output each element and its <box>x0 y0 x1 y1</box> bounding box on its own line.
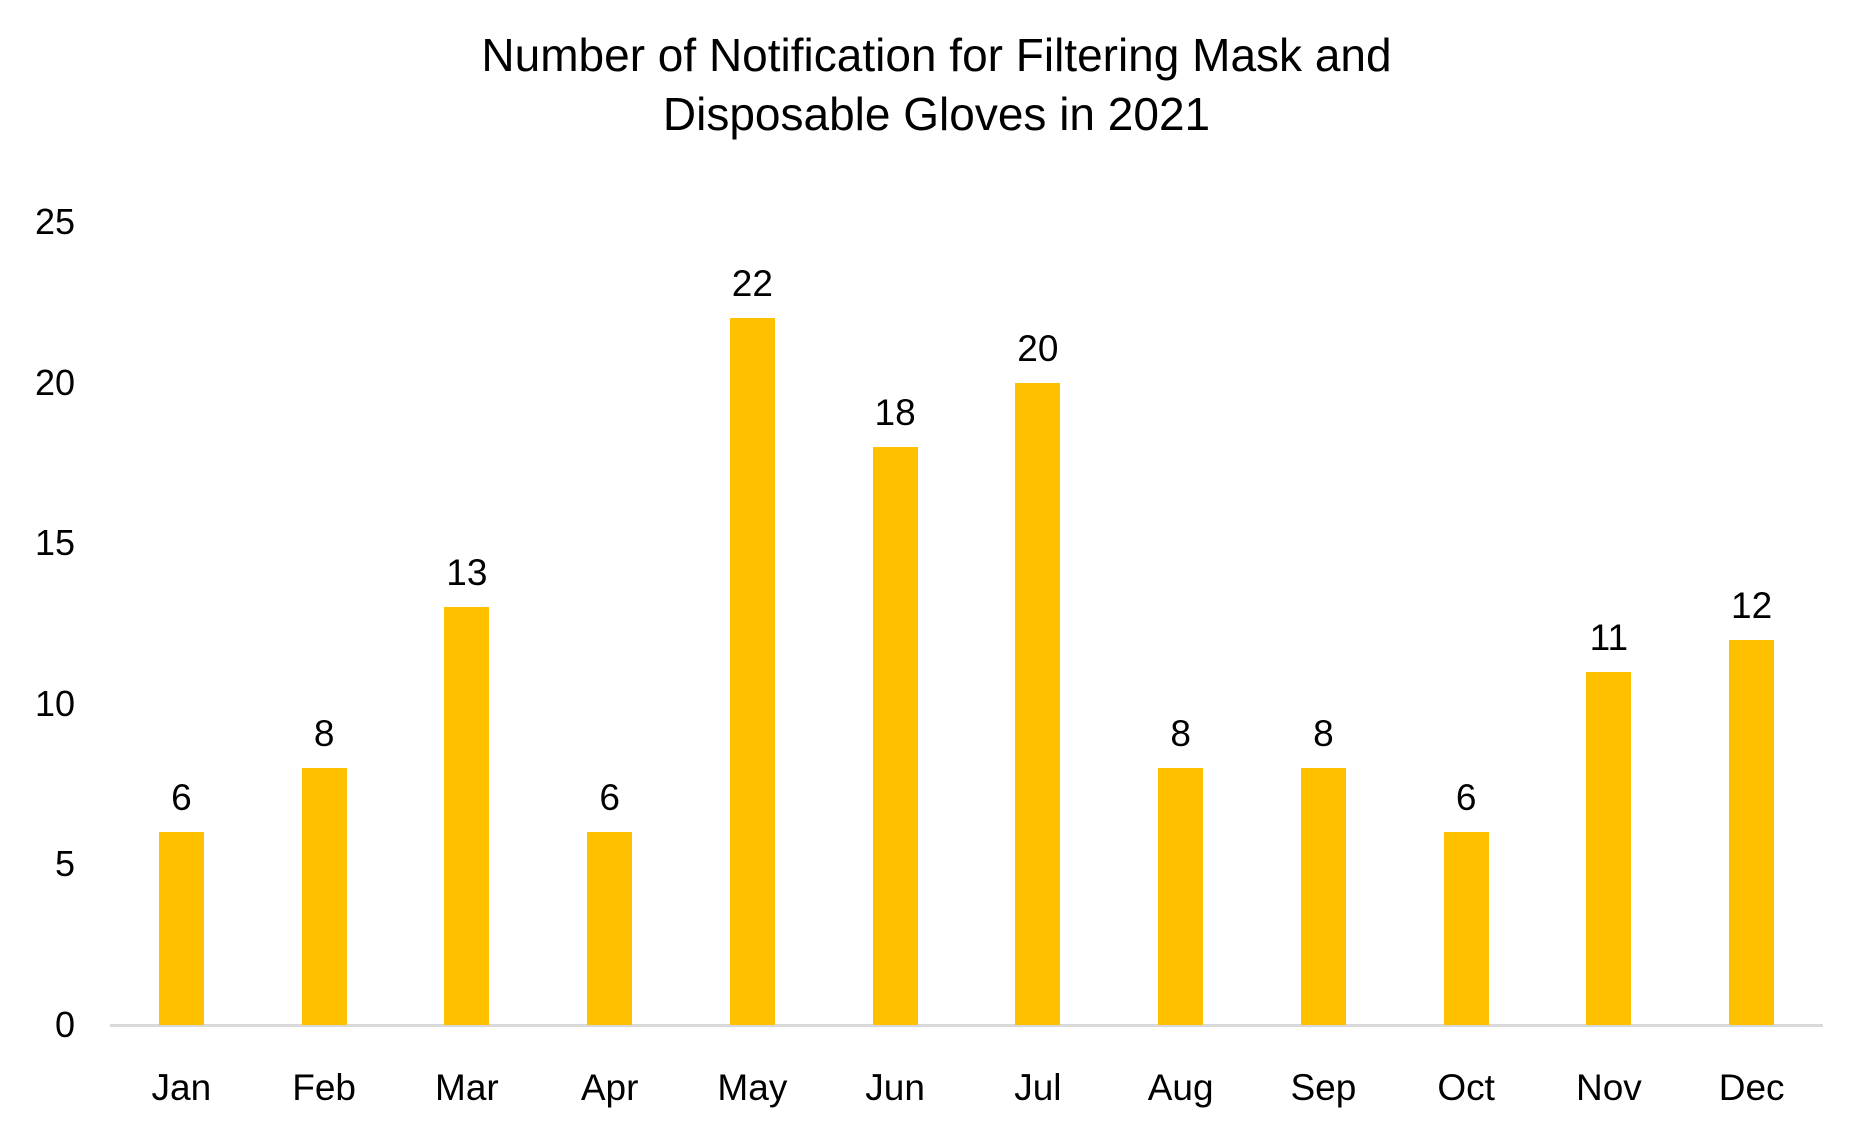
x-tick-label-jun: Jun <box>865 1067 925 1108</box>
x-tick-label-sep: Sep <box>1290 1067 1357 1108</box>
bar-may <box>729 318 775 1025</box>
bar-nov <box>1586 671 1632 1025</box>
x-axis-labels: Jan Feb Mar Apr May Jun Jul Aug Sep Oct Nov Dec <box>110 1066 1823 1116</box>
bar-value-label: 20 <box>1017 327 1059 369</box>
y-tick-label: 10 <box>34 682 75 724</box>
x-tick-label-mar: Mar <box>435 1067 499 1108</box>
y-tick-label: 25 <box>34 201 75 242</box>
x-tick-label-dec: Dec <box>1718 1067 1785 1108</box>
bar-value-label: 6 <box>599 777 620 819</box>
bar-dec <box>1729 639 1775 1025</box>
x-tick-label-jul: Jul <box>1014 1067 1062 1108</box>
x-tick-label-aug: Aug <box>1147 1067 1214 1108</box>
bar-value-label: 8 <box>1170 713 1191 755</box>
y-tick-label: 0 <box>54 1004 75 1045</box>
bar-apr <box>587 832 633 1025</box>
plot-area: 6 8 13 6 22 18 20 8 8 6 11 12 <box>110 222 1823 1027</box>
bar-value-label: 6 <box>1455 777 1477 819</box>
x-tick-label-jan: Jan <box>151 1067 212 1108</box>
bar-feb <box>301 768 347 1025</box>
bar-jan <box>158 832 204 1025</box>
bar-aug <box>1158 768 1204 1025</box>
bar-value-label: 8 <box>1313 713 1334 755</box>
y-tick-label: 20 <box>34 361 75 403</box>
bar-jul <box>1015 382 1061 1025</box>
bar-mar <box>444 607 490 1025</box>
x-tick-label-may: May <box>717 1067 788 1108</box>
chart-title-line-2: Disposable Gloves in 2021 <box>662 88 1211 140</box>
x-tick-label-nov: Nov <box>1575 1067 1642 1108</box>
bar-jun <box>872 446 918 1025</box>
chart-title: Number of Notification for Filtering Mas… <box>0 26 1873 144</box>
y-tick-label: 5 <box>54 843 75 885</box>
x-tick-label-oct: Oct <box>1437 1067 1495 1108</box>
bar-sep <box>1300 768 1346 1025</box>
y-tick-label: 15 <box>34 522 75 564</box>
bar-value-label: 22 <box>731 263 773 305</box>
bar-value-label: 13 <box>446 552 488 594</box>
bar-oct <box>1443 832 1489 1025</box>
x-axis-line <box>110 1024 1823 1027</box>
x-tick-label-feb: Feb <box>292 1067 356 1108</box>
bar-value-label: 18 <box>874 391 916 433</box>
x-tick-label-apr: Apr <box>580 1067 639 1108</box>
chart-title-line-1: Number of Notification for Filtering Mas… <box>481 29 1392 81</box>
bar-value-label: 6 <box>171 777 192 819</box>
y-axis: 0 5 10 15 20 25 <box>0 0 75 1132</box>
bar-value-label: 11 <box>1589 616 1629 658</box>
bar-value-label: 8 <box>313 713 335 755</box>
bar-value-label: 12 <box>1731 584 1773 626</box>
